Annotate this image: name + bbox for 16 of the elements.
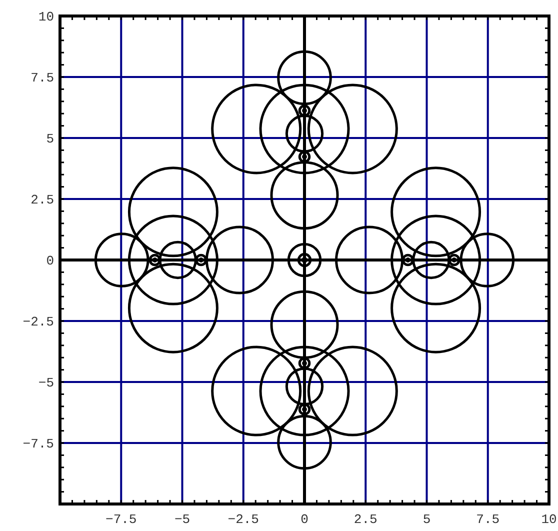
x-tick-label: 2.5 bbox=[354, 512, 378, 527]
x-tick-label: 10 bbox=[541, 512, 557, 527]
x-tick-label: −2.5 bbox=[228, 512, 259, 527]
x-tick-label: 5 bbox=[422, 512, 431, 527]
y-tick-label: 0 bbox=[46, 254, 54, 269]
y-tick-label: −5 bbox=[38, 376, 54, 391]
y-tick-label: 5 bbox=[46, 132, 54, 147]
y-tick-label: −2.5 bbox=[22, 314, 54, 330]
y-tick-label: −7.5 bbox=[22, 436, 54, 452]
x-tick-label: −7.5 bbox=[106, 512, 137, 527]
y-tick-label: 2.5 bbox=[30, 192, 54, 208]
x-tick-label: −5 bbox=[174, 512, 190, 527]
y-tick-label: 10 bbox=[38, 10, 54, 25]
x-tick-label: 0 bbox=[300, 512, 308, 527]
x-tick-label: 7.5 bbox=[476, 512, 500, 527]
y-tick-label: 7.5 bbox=[30, 70, 54, 86]
